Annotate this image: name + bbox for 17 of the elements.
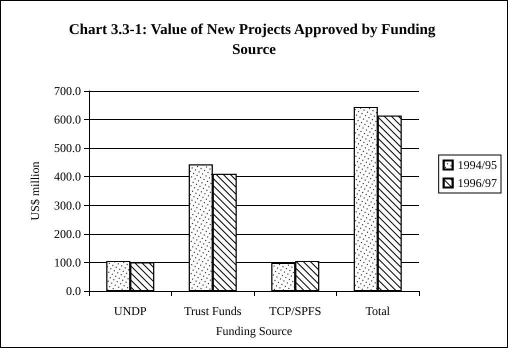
y-tick-label: 700.0	[54, 84, 81, 98]
y-tick-label: 400.0	[54, 170, 81, 184]
x-tick-label: Total	[366, 304, 391, 318]
x-axis-title: Funding Source	[216, 324, 292, 338]
x-tick-label: UNDP	[114, 304, 147, 318]
x-tick-label: Trust Funds	[184, 304, 242, 318]
chart-title: Chart 3.3-1: Value of New Projects Approved by Funding Source	[68, 22, 440, 58]
legend-label: 1994/95	[458, 158, 498, 172]
y-axis-title: US$ million	[28, 161, 42, 221]
y-tick-label: 600.0	[54, 112, 81, 127]
y-tick-label: 500.0	[54, 141, 81, 156]
y-tick-label: 200.0	[54, 226, 81, 241]
y-tick-label: 100.0	[54, 255, 81, 270]
legend-label: 1996/97	[458, 176, 498, 190]
y-tick-label: 300.0	[54, 198, 81, 212]
y-tick-label: 0.0	[66, 284, 81, 298]
x-tick-label: TCP/SPFS	[269, 304, 322, 318]
